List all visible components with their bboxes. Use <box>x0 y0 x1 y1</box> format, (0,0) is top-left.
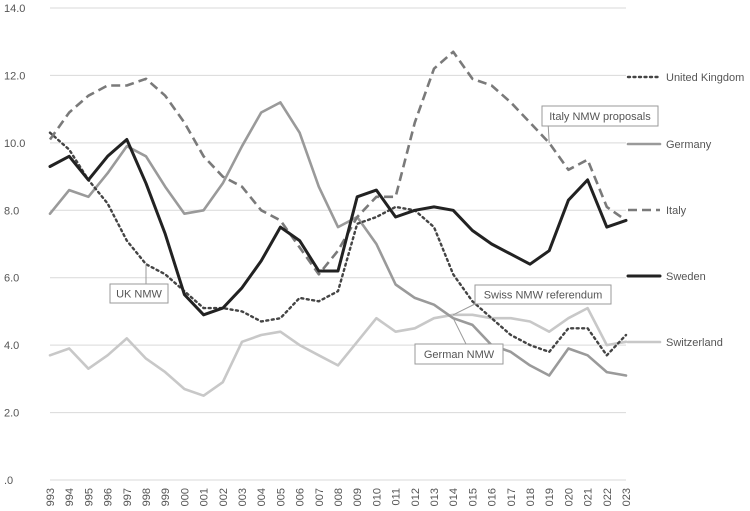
x-tick-label: 994 <box>64 488 76 506</box>
annotation-box-uk-nmw <box>109 283 169 304</box>
x-tick-label: 023 <box>621 488 633 506</box>
x-tick-label: 014 <box>448 488 460 506</box>
x-tick-label: 013 <box>429 488 441 506</box>
x-tick-label: 012 <box>410 488 422 506</box>
annotation-box-german-nmw <box>414 343 504 365</box>
y-tick-label: 2.0 <box>4 408 19 420</box>
x-tick-label: 999 <box>160 488 172 506</box>
x-tick-label: 003 <box>237 488 249 506</box>
x-tick-label: 010 <box>371 488 383 506</box>
annotation-label-swiss-nmw-referendum: Swiss NMW referendum <box>484 290 603 302</box>
annotation-leader-german-nmw <box>452 317 467 345</box>
series-line-germany <box>48 101 628 377</box>
x-tick-label: 993 <box>45 488 57 506</box>
x-tick-label: 015 <box>467 488 479 506</box>
x-tick-label: 021 <box>583 488 595 506</box>
x-tick-label: 001 <box>199 488 211 506</box>
legend-label-germany: Germany <box>666 139 712 151</box>
x-tick-label: 017 <box>506 488 518 506</box>
legend-label-sweden: Sweden <box>666 271 706 283</box>
x-tick-label: 011 <box>391 488 403 506</box>
x-tick-label: 002 <box>218 488 230 506</box>
legend-label-switzerland: Switzerland <box>666 337 723 349</box>
series-lines <box>48 50 628 398</box>
x-tick-label: 004 <box>256 488 268 506</box>
x-tick-label: 006 <box>295 488 307 506</box>
y-tick-label: 12.0 <box>4 70 25 82</box>
legend: United Kingdom Germany Italy Sweden Switzerl… <box>626 72 744 349</box>
annotation-box-italy-nmw-proposals <box>541 105 659 127</box>
x-tick-label: 020 <box>563 488 575 506</box>
annotation-label-german-nmw: German NMW <box>424 349 495 361</box>
y-tick-label: 8.0 <box>4 205 19 217</box>
annotation-box-swiss-nmw-referendum <box>474 284 612 305</box>
series-line-united-kingdom <box>48 131 628 357</box>
series-line-italy <box>48 50 627 276</box>
annotation-label-italy-nmw-proposals: Italy NMW proposals <box>549 111 651 123</box>
y-tick-label: 14.0 <box>4 3 25 15</box>
series-line-sweden <box>48 138 628 317</box>
x-tick-label: 005 <box>275 488 287 506</box>
x-tick-label: 998 <box>141 488 153 506</box>
x-tick-label: 995 <box>83 488 95 506</box>
grid-lines <box>50 7 626 481</box>
legend-label-united-kingdom: United Kingdom <box>666 72 744 84</box>
annotations: Italy NMW proposals UK NMW Swiss NMW refer… <box>109 105 659 365</box>
x-axis-ticks: 993 994 995 996 997 998 999 000 001 002 003 004 005 0… <box>45 488 633 506</box>
x-tick-label: 019 <box>544 488 556 506</box>
x-tick-label: 996 <box>103 488 115 506</box>
x-tick-label: 008 <box>333 488 345 506</box>
x-tick-label: 007 <box>314 488 326 506</box>
y-tick-label: 6.0 <box>4 273 19 285</box>
y-tick-label: 10.0 <box>4 138 25 150</box>
y-tick-label: .0 <box>4 475 13 487</box>
x-tick-label: 018 <box>525 488 537 506</box>
y-axis-ticks: 14.0 12.0 10.0 8.0 6.0 4.0 2.0 .0 <box>4 3 25 487</box>
legend-label-italy: Italy <box>666 205 687 217</box>
x-tick-label: 009 <box>352 488 364 506</box>
x-tick-label: 016 <box>487 488 499 506</box>
annotation-label-uk-nmw: UK NMW <box>116 289 162 301</box>
x-tick-label: 997 <box>122 488 134 506</box>
x-tick-label: 022 <box>602 488 614 506</box>
y-tick-label: 4.0 <box>4 340 19 352</box>
x-tick-label: 000 <box>179 488 191 506</box>
series-line-switzerland <box>48 306 628 398</box>
